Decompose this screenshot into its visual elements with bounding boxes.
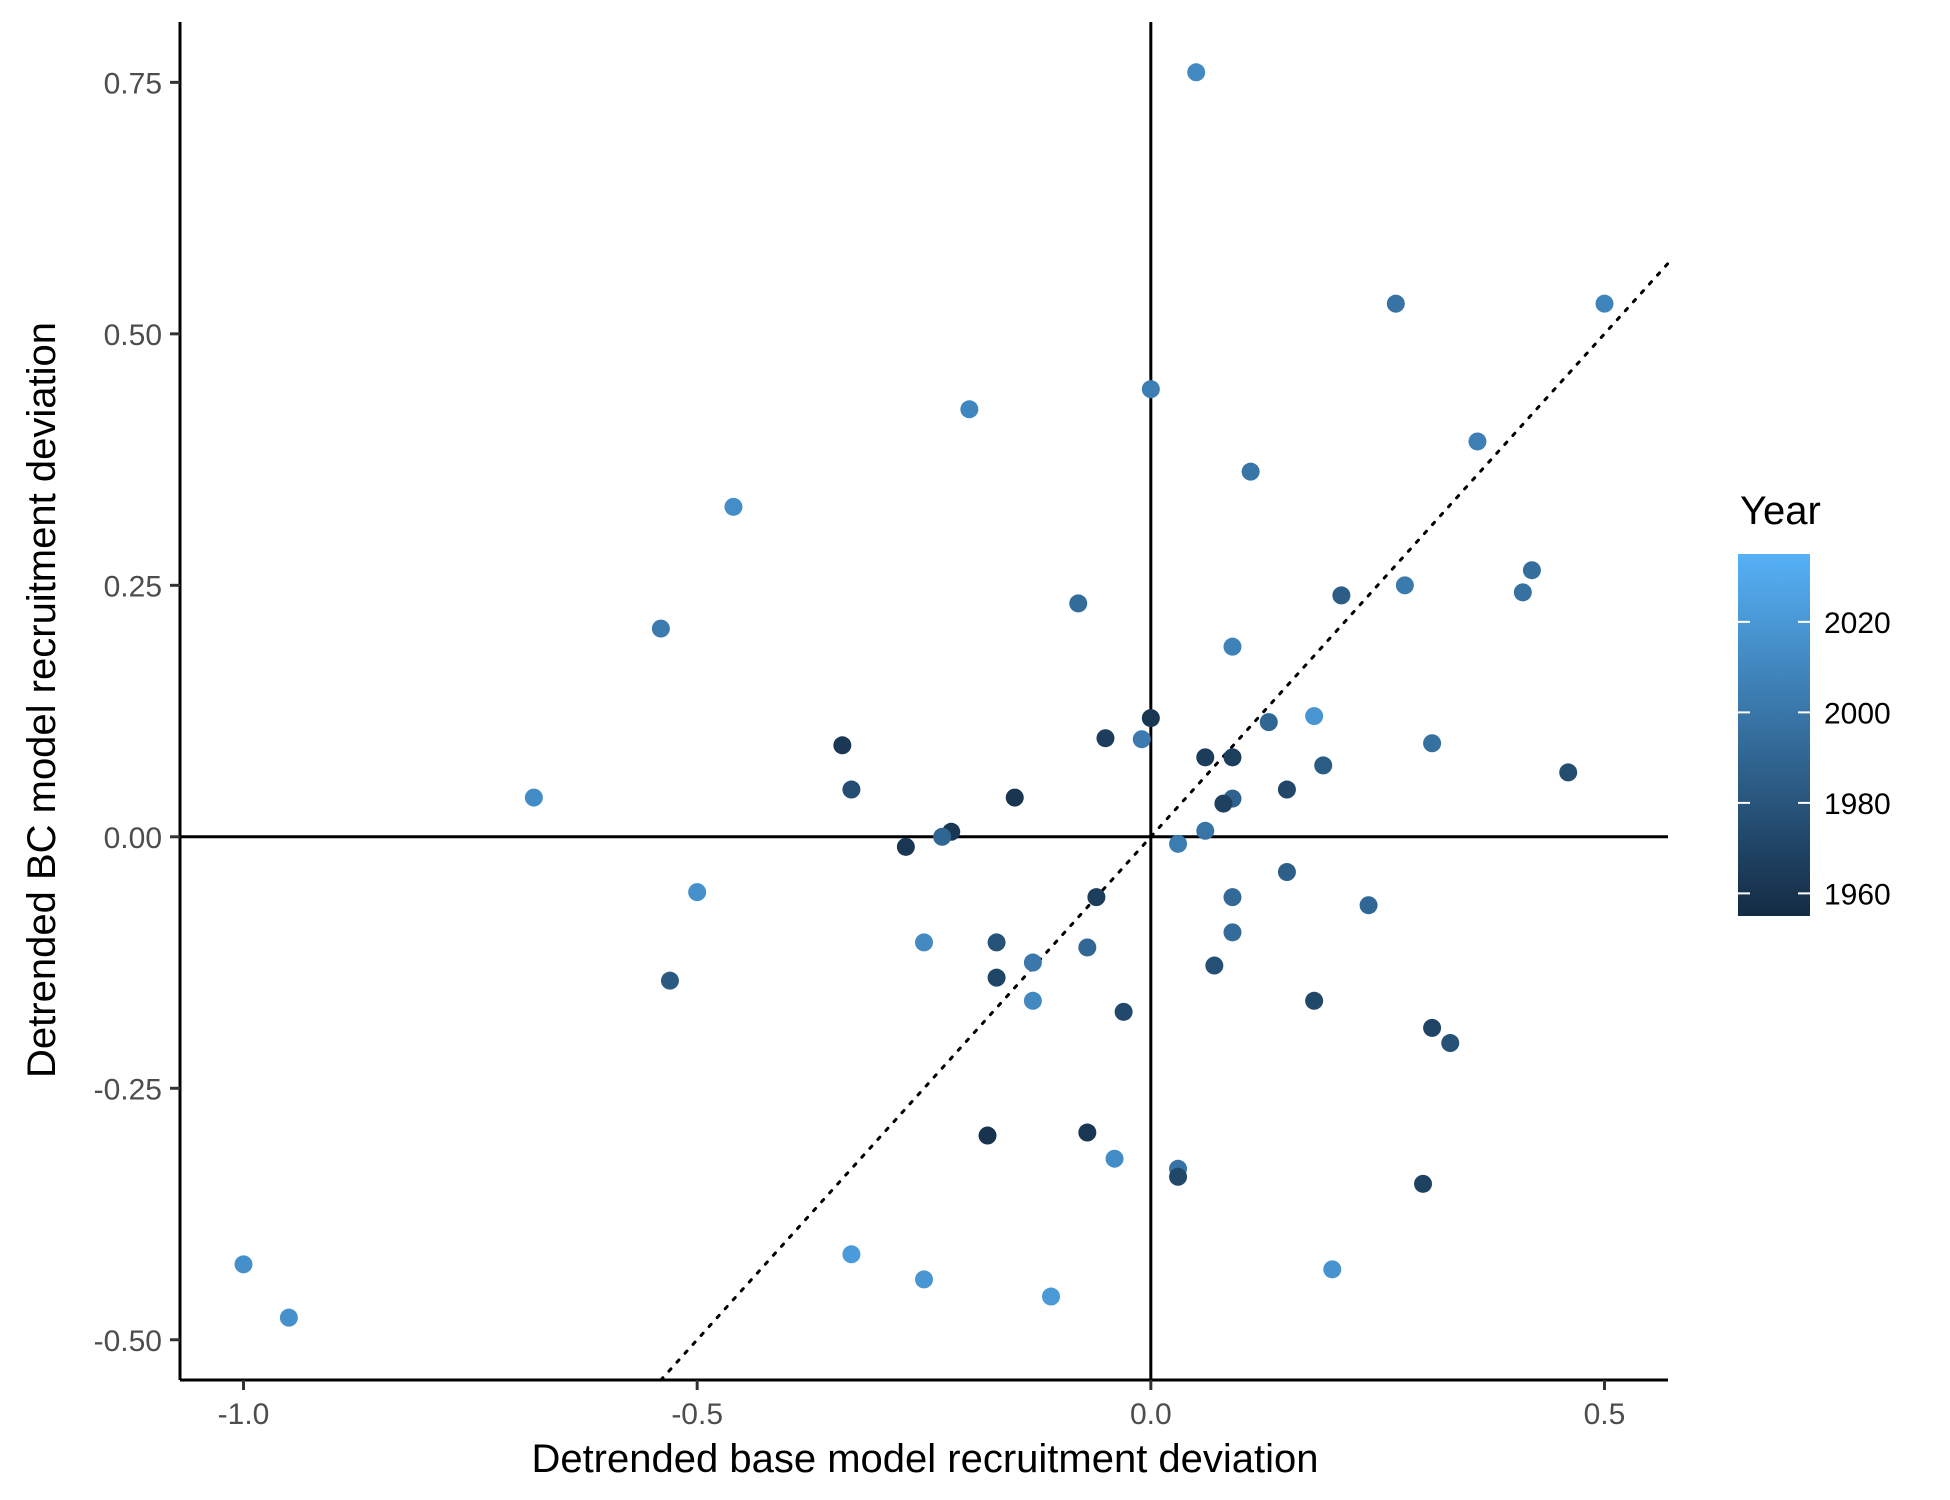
data-point xyxy=(234,1255,253,1274)
y-tick-label: 0.50 xyxy=(104,319,162,352)
reference-lines xyxy=(180,22,1670,1382)
data-point xyxy=(1395,576,1414,595)
data-point xyxy=(987,968,1006,987)
data-point xyxy=(1468,432,1487,451)
data-point xyxy=(1423,1018,1442,1037)
data-point xyxy=(1277,863,1296,882)
data-point xyxy=(660,971,679,990)
y-tick-label: 0.75 xyxy=(104,67,162,100)
data-point xyxy=(688,883,707,902)
data-point xyxy=(896,837,915,856)
y-tick-label: 0.25 xyxy=(104,570,162,603)
data-point xyxy=(1277,780,1296,799)
data-point xyxy=(1005,788,1024,807)
data-point xyxy=(1305,991,1324,1010)
y-axis-title: Detrended BC model recruitment deviation xyxy=(20,322,64,1078)
data-point xyxy=(1078,1123,1097,1142)
data-point xyxy=(1386,294,1405,313)
y-tick-label: -0.50 xyxy=(94,1325,162,1358)
year-legend: Year 1960 1980 2000 2020 xyxy=(1738,489,1891,916)
data-point xyxy=(1114,1002,1133,1021)
x-tick-label: -1.0 xyxy=(218,1398,270,1431)
data-point xyxy=(1223,923,1242,942)
data-point xyxy=(1441,1034,1460,1053)
legend-tick-label: 1980 xyxy=(1824,788,1891,821)
data-point xyxy=(1259,713,1278,732)
data-point xyxy=(833,736,852,755)
data-point xyxy=(1023,953,1042,972)
x-tick-label: 0.5 xyxy=(1584,1398,1626,1431)
data-point xyxy=(1323,1260,1342,1279)
data-point xyxy=(842,780,861,799)
x-axis-ticks: -1.0 -0.5 0.0 0.5 xyxy=(218,1380,1626,1431)
data-point xyxy=(1423,734,1442,753)
data-point xyxy=(1414,1174,1433,1193)
data-point xyxy=(1187,63,1206,82)
data-point xyxy=(978,1126,997,1145)
data-point xyxy=(1196,748,1215,767)
data-point xyxy=(1141,709,1160,728)
data-point xyxy=(1096,729,1115,748)
data-point xyxy=(1078,938,1097,957)
data-point xyxy=(960,400,979,419)
data-point xyxy=(724,497,743,516)
data-point xyxy=(915,1270,933,1289)
legend-colorbar xyxy=(1738,554,1810,916)
y-tick-label: 0.00 xyxy=(104,822,162,855)
data-point xyxy=(933,827,952,846)
data-point xyxy=(1087,888,1106,907)
data-point xyxy=(1214,794,1233,813)
x-axis-title: Detrended base model recruitment deviati… xyxy=(531,1437,1318,1481)
y-tick-label: -0.25 xyxy=(94,1073,162,1106)
x-tick-label: -0.5 xyxy=(671,1398,723,1431)
y-axis-ticks: -0.50 -0.25 0.00 0.25 0.50 0.75 xyxy=(94,67,180,1358)
data-point xyxy=(651,619,670,638)
data-point xyxy=(1314,756,1333,775)
identity-line xyxy=(659,261,1670,1382)
legend-tick-label: 2020 xyxy=(1824,607,1891,640)
data-points xyxy=(234,63,1614,1327)
data-point xyxy=(1223,888,1242,907)
legend-tick-label: 1960 xyxy=(1824,878,1891,911)
axes xyxy=(178,22,1668,1382)
data-point xyxy=(1042,1287,1061,1306)
data-point xyxy=(1223,748,1242,767)
data-point xyxy=(1169,1167,1188,1186)
data-point xyxy=(842,1245,861,1264)
data-point xyxy=(1196,821,1215,840)
legend-tick-label: 2000 xyxy=(1824,697,1891,730)
data-point xyxy=(915,933,933,952)
data-point xyxy=(1069,594,1088,613)
x-tick-label: 0.0 xyxy=(1130,1398,1172,1431)
data-point xyxy=(1305,707,1324,726)
data-point xyxy=(1141,380,1160,399)
data-point xyxy=(1595,294,1614,313)
data-point xyxy=(1522,561,1541,580)
legend-title: Year xyxy=(1740,489,1821,533)
data-point xyxy=(1241,462,1260,481)
data-point xyxy=(1105,1149,1124,1168)
data-point xyxy=(279,1308,298,1327)
data-point xyxy=(1169,834,1188,853)
data-point xyxy=(1559,763,1578,782)
data-point xyxy=(1513,583,1532,602)
data-point xyxy=(1223,637,1242,656)
data-point xyxy=(1359,896,1378,915)
data-point xyxy=(1205,956,1224,975)
data-point xyxy=(1023,991,1042,1010)
data-point xyxy=(1332,586,1351,605)
data-point xyxy=(987,933,1006,952)
data-point xyxy=(1132,730,1151,749)
data-point xyxy=(524,788,543,807)
